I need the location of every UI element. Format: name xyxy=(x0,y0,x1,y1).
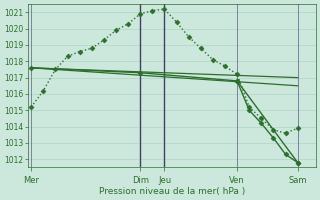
X-axis label: Pression niveau de la mer( hPa ): Pression niveau de la mer( hPa ) xyxy=(99,187,245,196)
